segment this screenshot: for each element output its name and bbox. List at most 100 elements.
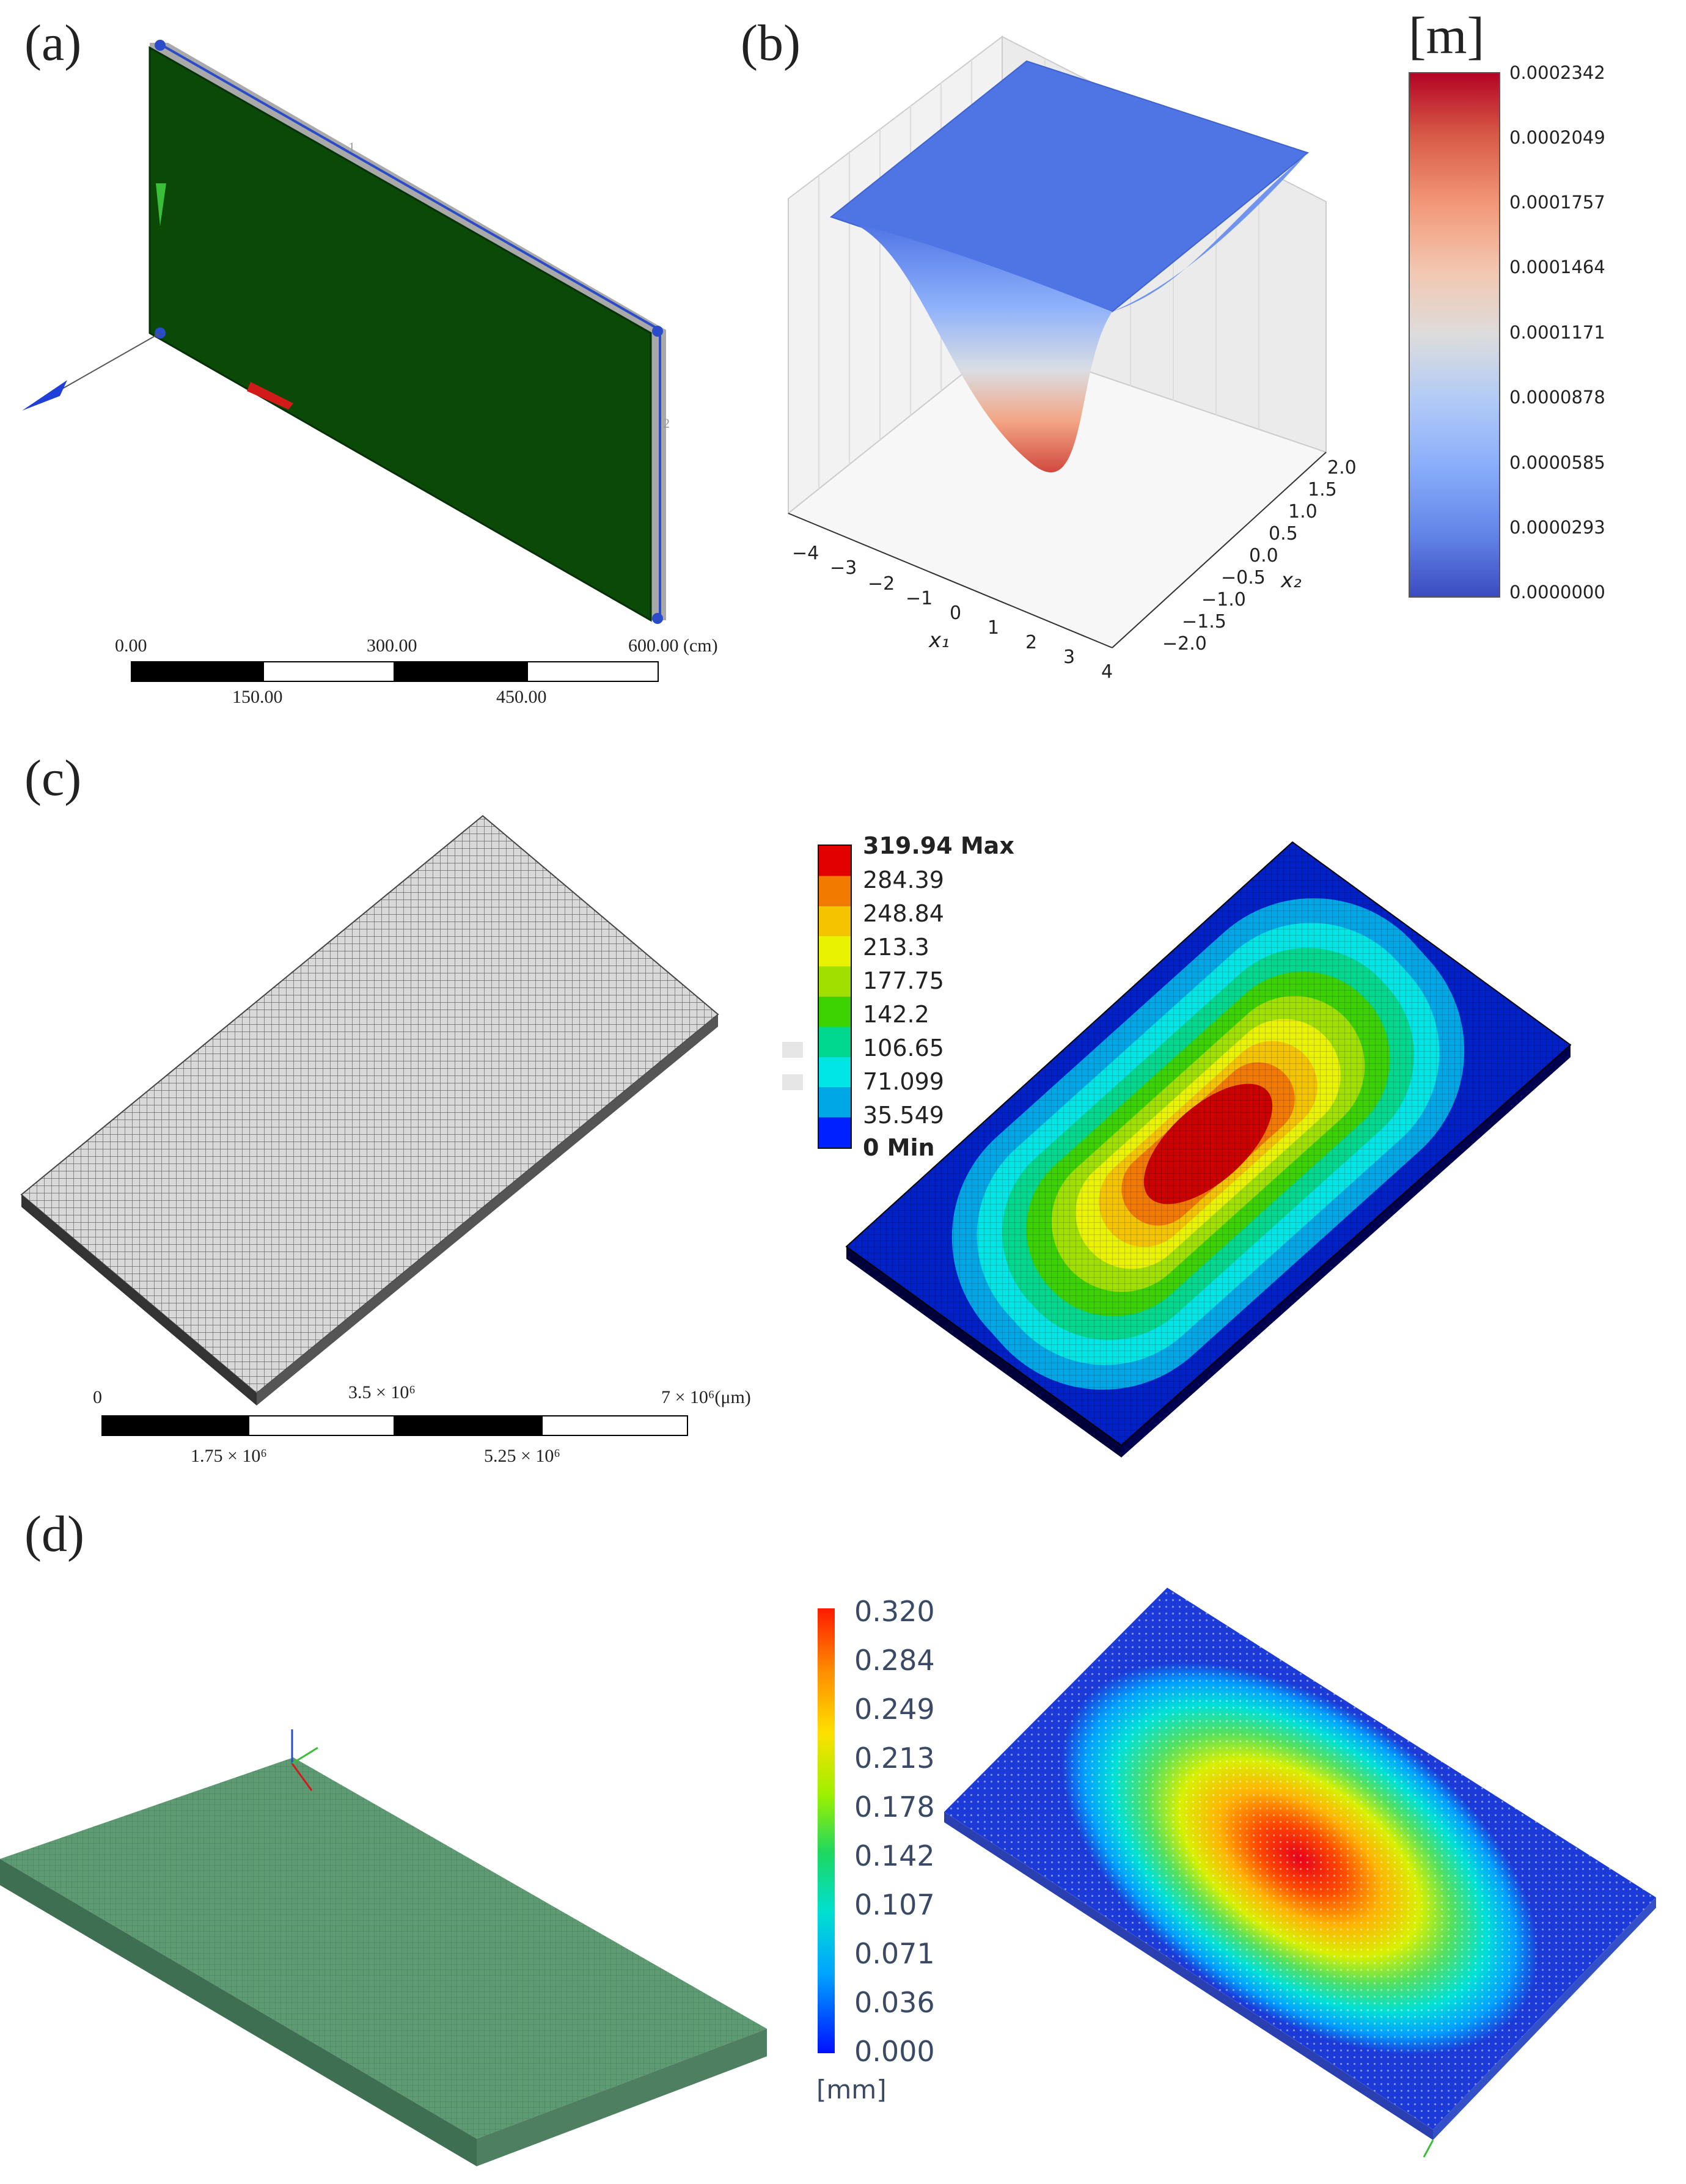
scale-label: 5.25 × 10⁶ (484, 1446, 560, 1466)
triad-red-arrow-icon (247, 382, 293, 409)
triad-line (1423, 2139, 1434, 2158)
legend-value: 142.2 (863, 1001, 929, 1028)
plate-side-left (944, 1812, 1433, 2140)
axis-mark-1: 1 (348, 139, 355, 155)
panel-d-solid-model (0, 1729, 767, 2166)
legend-c-marker (782, 1042, 803, 1058)
colorbar-unit: [m] (1409, 6, 1485, 65)
scale-label: 7 × 10⁶(μm) (661, 1387, 751, 1407)
legend-max-label: 319.94 Max (863, 832, 1014, 859)
scale-label: 300.00 (367, 636, 417, 656)
scale-segment (527, 661, 659, 682)
panel-b-label: (b) (741, 15, 801, 71)
panel-c-mesh-view (20, 815, 719, 1405)
plate-top-edge-line (157, 42, 661, 331)
panel-a-plate-view (22, 40, 666, 624)
scale-segment (263, 661, 395, 682)
colorbar-tick: 0.142 (854, 1839, 935, 1872)
axis-mark-2: 2 (663, 416, 670, 431)
legend-c-marker (782, 1074, 803, 1090)
scale-segment (101, 1415, 248, 1436)
plate-side-right (1121, 1045, 1571, 1457)
scale-label: 150.00 (232, 687, 283, 707)
mesh-overlay (944, 1588, 1656, 2130)
plate-side-left (846, 1247, 1121, 1457)
scale-label: 450.00 (496, 687, 547, 707)
mesh-plate-side-left (21, 1195, 257, 1405)
scale-label: 0 (93, 1387, 102, 1407)
legend-value: 106.65 (863, 1035, 944, 1061)
x1-tick: 2 (1025, 632, 1038, 653)
colorbar-tick: 0.249 (854, 1693, 935, 1726)
scale-label: 600.00 (cm) (628, 636, 718, 656)
panel-b-surface-plot (787, 35, 1327, 649)
legend-value: 71.099 (863, 1068, 944, 1095)
x2-tick: −1.0 (1201, 589, 1246, 610)
colorbar-tick: 0.320 (854, 1595, 935, 1628)
legend-min-label: 0 Min (863, 1134, 935, 1161)
colorbar-tick: 0.000 (854, 2035, 935, 2068)
x2-tick: 0.0 (1249, 545, 1278, 566)
x2-axis-line (1112, 452, 1327, 648)
plate-side-right (1433, 1897, 1656, 2140)
surface-dish (831, 217, 1112, 473)
colorbar-tick: 0.213 (854, 1742, 935, 1775)
x1-tick: 4 (1101, 661, 1113, 683)
legend-value: 35.549 (863, 1102, 944, 1129)
legend-value: 177.75 (863, 967, 944, 994)
legend-value: 248.84 (863, 900, 944, 927)
panel-d-label: (d) (24, 1506, 84, 1563)
plate-face (148, 46, 652, 622)
panel-c-label: (c) (24, 750, 82, 807)
x1-tick: 3 (1063, 647, 1076, 668)
x2-tick: −1.5 (1182, 611, 1226, 632)
colorbar-d (818, 1608, 835, 2053)
triad-green-arrow-icon (156, 183, 166, 226)
colorbar-tick: 0.107 (854, 1888, 935, 1921)
x1-tick: −3 (830, 557, 857, 579)
mesh-plate-side-right (257, 1014, 718, 1405)
colorbar-tick: 0.036 (854, 1986, 935, 2019)
colorbar-tick: 0.178 (854, 1790, 935, 1823)
colorbar-tick: 0.0001464 (1509, 257, 1605, 277)
scale-segment (395, 1415, 541, 1436)
scale-label: 1.75 × 10⁶ (191, 1446, 267, 1466)
colorbar-tick: 0.284 (854, 1644, 935, 1677)
legend-value: 284.39 (863, 867, 944, 893)
panel-c-contour-plot (845, 841, 1572, 1457)
colorbar-tick: 0.0002049 (1509, 127, 1605, 148)
x2-tick: −0.5 (1221, 567, 1266, 588)
colorbar-tick: 0.0002342 (1509, 62, 1605, 83)
colorbar-tick: 0.0000293 (1509, 517, 1605, 538)
x1-tick: −4 (792, 543, 819, 564)
solid-plate-side-right (477, 2029, 767, 2166)
legend-c-colorbar (818, 845, 852, 1149)
plate-outline (845, 841, 1572, 1446)
node-marker (652, 326, 663, 337)
scale-label: 3.5 × 10⁶ (348, 1382, 416, 1402)
x1-axis-line (788, 513, 1113, 648)
x1-tick: 0 (950, 603, 962, 624)
x2-tick: 0.5 (1269, 523, 1298, 544)
solid-plate-top (0, 1757, 767, 2139)
scale-segment (541, 1415, 688, 1436)
colorbar-unit: [mm] (816, 2075, 887, 2105)
legend-value: 213.3 (863, 934, 929, 961)
x2-axis-label: x₂ (1281, 568, 1302, 593)
triad-y-line (291, 1746, 318, 1765)
x2-tick: −2.0 (1162, 633, 1207, 654)
scale-segment (131, 661, 263, 682)
x1-tick: −2 (868, 573, 895, 595)
scale-label: 0.00 (115, 636, 147, 656)
triad-x-line (291, 1763, 313, 1791)
x1-tick: 1 (988, 617, 1000, 639)
triad-blue-arrow-icon (22, 380, 67, 411)
x1-axis-label: x₁ (929, 628, 950, 653)
solid-plate-side-left (0, 1859, 477, 2166)
scale-segment (248, 1415, 395, 1436)
mesh-overlay (846, 842, 1571, 1445)
colorbar-tick: 0.0000878 (1509, 387, 1605, 408)
colorbar-tick: 0.071 (854, 1937, 935, 1970)
x2-tick: 1.5 (1308, 479, 1337, 500)
x2-tick: 2.0 (1327, 457, 1357, 478)
